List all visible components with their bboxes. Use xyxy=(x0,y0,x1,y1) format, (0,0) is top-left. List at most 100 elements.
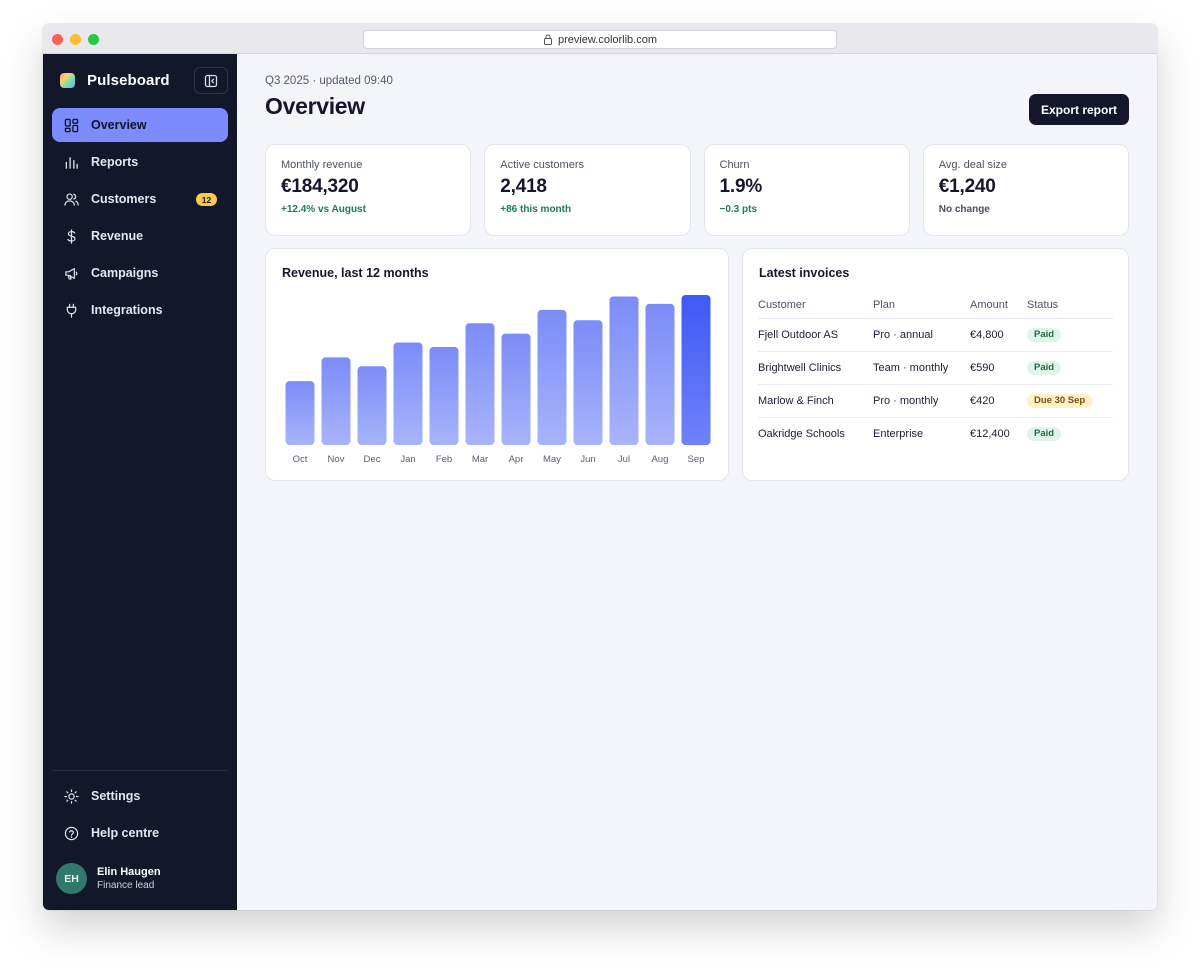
chart-bar-jan[interactable] xyxy=(393,342,423,446)
main-content: Q3 2025 · updated 09:40 Overview Export … xyxy=(237,54,1157,910)
sidebar-item-label: Integrations xyxy=(91,303,163,317)
kpi-row: Monthly revenue €184,320 +12.4% vs Augus… xyxy=(265,144,1129,236)
column-header-plan[interactable]: Plan xyxy=(873,293,970,319)
sidebar-item-label: Campaigns xyxy=(91,266,159,280)
x-tick-label: Jun xyxy=(580,454,595,465)
invoice-plan: Enterprise xyxy=(873,427,924,440)
brand-name: Pulseboard xyxy=(87,72,170,89)
export-report-button[interactable]: Export report xyxy=(1029,94,1129,125)
avatar: EH xyxy=(56,863,87,894)
kpi-label: Avg. deal size xyxy=(938,159,1008,171)
sidebar-item-campaigns[interactable]: Campaigns xyxy=(52,256,228,290)
chart-bar-aug[interactable] xyxy=(645,303,675,445)
chart-bar-dec[interactable] xyxy=(357,366,387,445)
chart-bar-mar[interactable] xyxy=(465,323,495,445)
invoice-customer: Fjell Outdoor AS xyxy=(758,318,873,352)
status-badge: Paid xyxy=(1027,360,1062,375)
kpi-value: 1.9% xyxy=(719,176,763,197)
bar-chart-icon xyxy=(63,154,79,170)
address-bar[interactable]: preview.colorlib.com xyxy=(363,30,837,49)
x-tick-label: Dec xyxy=(364,454,381,465)
user-role: Finance lead xyxy=(97,880,155,891)
table-header-row: Customer Plan Amount Status xyxy=(758,293,1113,319)
revenue-bar-chart: Oct Nov Dec Jan Feb Mar Apr May Jun Jul Aug Sep xyxy=(285,295,711,465)
chart-bar-apr[interactable] xyxy=(501,333,531,445)
chart-bar-jul[interactable] xyxy=(609,296,639,446)
chart-bar-nov[interactable] xyxy=(321,357,351,445)
kpi-value: €184,320 xyxy=(281,176,359,197)
collapse-sidebar-button[interactable] xyxy=(194,67,228,94)
kpi-card-avg-deal-size: Avg. deal size €1,240 No change xyxy=(922,144,1129,236)
kpi-card-active-customers: Active customers 2,418 +86 this month xyxy=(484,144,691,236)
x-tick-label: Oct xyxy=(293,454,308,465)
sidebar-item-help-centre[interactable]: Help centre xyxy=(52,816,228,850)
chart-bar-jun[interactable] xyxy=(573,320,603,445)
column-header-amount[interactable]: Amount xyxy=(970,293,1027,319)
sidebar-item-label: Help centre xyxy=(91,826,160,840)
sidebar-item-label: Settings xyxy=(91,789,141,803)
x-tick-label: Aug xyxy=(652,454,669,465)
dollar-icon xyxy=(63,228,79,244)
megaphone-icon xyxy=(63,265,79,281)
kpi-value: 2,418 xyxy=(500,176,547,197)
invoice-plan: Team · monthly xyxy=(873,351,970,385)
table-row[interactable]: Marlow & Finch Pro · monthly €420 Due 30… xyxy=(758,384,1113,418)
invoice-customer: Marlow & Finch xyxy=(758,384,873,418)
sidebar-divider xyxy=(52,770,228,771)
x-tick-label: Apr xyxy=(509,454,524,465)
invoice-amount: €4,800 xyxy=(970,318,1027,352)
column-header-status[interactable]: Status xyxy=(1027,293,1113,319)
sidebar-item-customers[interactable]: Customers 12 xyxy=(52,182,228,216)
chart-bar-oct[interactable] xyxy=(285,381,315,445)
table-row[interactable]: Oakridge Schools Enterprise €12,400 Paid xyxy=(758,417,1113,450)
sidebar-item-overview[interactable]: Overview xyxy=(52,108,228,142)
x-tick-label: Nov xyxy=(328,454,345,465)
revenue-chart-card: Revenue, last 12 months Oct Nov Dec Jan Feb M… xyxy=(265,248,729,481)
plug-icon xyxy=(63,302,79,318)
kpi-delta: +12.4% vs August xyxy=(281,204,366,215)
x-tick-label: May xyxy=(543,454,561,465)
x-tick-label: Jul xyxy=(618,454,630,465)
minimize-window-button[interactable] xyxy=(70,34,81,45)
sidebar-item-revenue[interactable]: Revenue xyxy=(52,219,228,253)
sun-icon xyxy=(63,788,79,804)
sidebar-item-settings[interactable]: Settings xyxy=(52,779,228,813)
user-profile[interactable]: EH Elin Haugen Finance lead xyxy=(56,863,161,894)
column-header-customer[interactable]: Customer xyxy=(758,293,873,319)
x-tick-label: Mar xyxy=(472,454,488,465)
invoices-table: Customer Plan Amount Status Fjell Outdoo… xyxy=(758,293,1113,450)
invoice-plan: Pro · annual xyxy=(873,318,970,352)
main-nav: Overview Reports Customers 12 Revenue xyxy=(52,108,228,330)
x-tick-label: Feb xyxy=(436,454,452,465)
browser-titlebar: preview.colorlib.com xyxy=(43,24,1157,54)
customers-count-badge: 12 xyxy=(196,193,217,206)
layout-grid-icon xyxy=(63,117,79,133)
kpi-label: Active customers xyxy=(500,159,584,171)
status-badge: Due 30 Sep xyxy=(1027,393,1093,408)
chart-bar-feb[interactable] xyxy=(429,347,459,445)
kpi-value: €1,240 xyxy=(938,176,996,197)
brand[interactable]: Pulseboard xyxy=(60,72,170,89)
sidebar-item-reports[interactable]: Reports xyxy=(52,145,228,179)
x-tick-label: Sep xyxy=(688,454,705,465)
table-row[interactable]: Brightwell Clinics Team · monthly €590 P… xyxy=(758,351,1113,385)
maximize-window-button[interactable] xyxy=(88,34,99,45)
close-window-button[interactable] xyxy=(52,34,63,45)
chart-bar-sep[interactable] xyxy=(681,295,711,445)
sidebar-item-integrations[interactable]: Integrations xyxy=(52,293,228,327)
sidebar-item-label: Reports xyxy=(91,155,139,169)
kpi-card-churn: Churn 1.9% −0.3 pts xyxy=(703,144,910,236)
invoices-title: Latest invoices xyxy=(759,266,850,280)
invoice-plan: Pro · monthly xyxy=(873,384,970,418)
browser-window: preview.colorlib.com Pulseboard Overview… xyxy=(43,24,1157,910)
secondary-nav: Settings Help centre xyxy=(52,779,228,853)
invoice-amount: €590 xyxy=(970,351,1027,385)
lock-icon xyxy=(543,34,552,45)
chart-bar-may[interactable] xyxy=(537,309,567,445)
sidebar-item-label: Customers xyxy=(91,192,157,206)
brand-logo xyxy=(60,73,75,88)
sidebar-item-label: Revenue xyxy=(91,229,144,243)
kpi-card-monthly-revenue: Monthly revenue €184,320 +12.4% vs Augus… xyxy=(265,144,472,236)
table-row[interactable]: Fjell Outdoor AS Pro · annual €4,800 Pai… xyxy=(758,318,1113,352)
latest-invoices-card: Latest invoices Customer Plan Amount Sta… xyxy=(742,248,1129,481)
